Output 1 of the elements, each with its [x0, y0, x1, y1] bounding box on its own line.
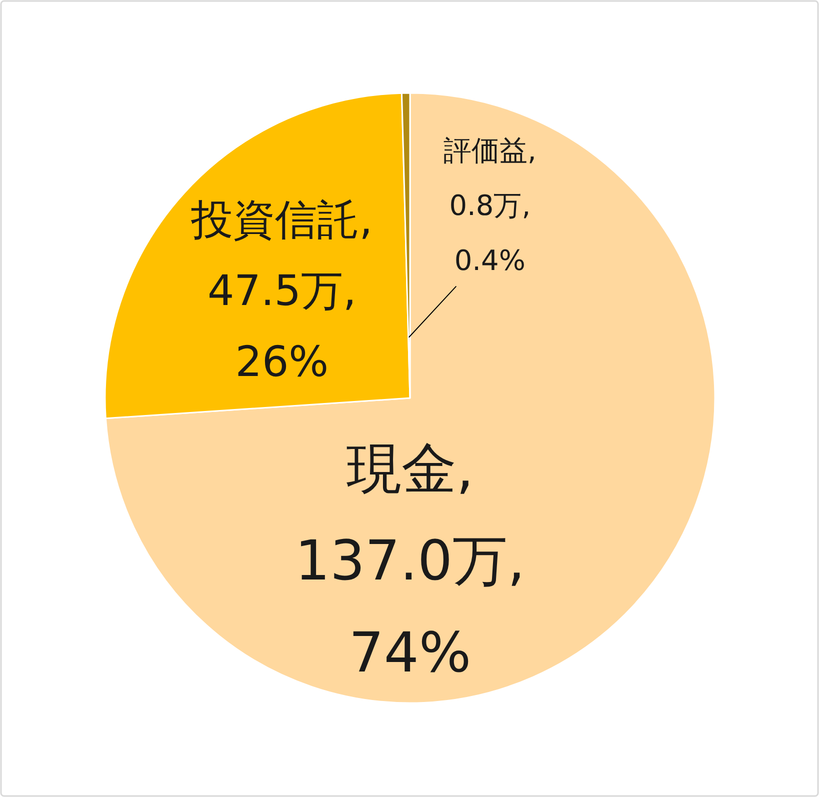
slice-label: 評価益, 0.8万, 0.4%	[443, 134, 536, 278]
